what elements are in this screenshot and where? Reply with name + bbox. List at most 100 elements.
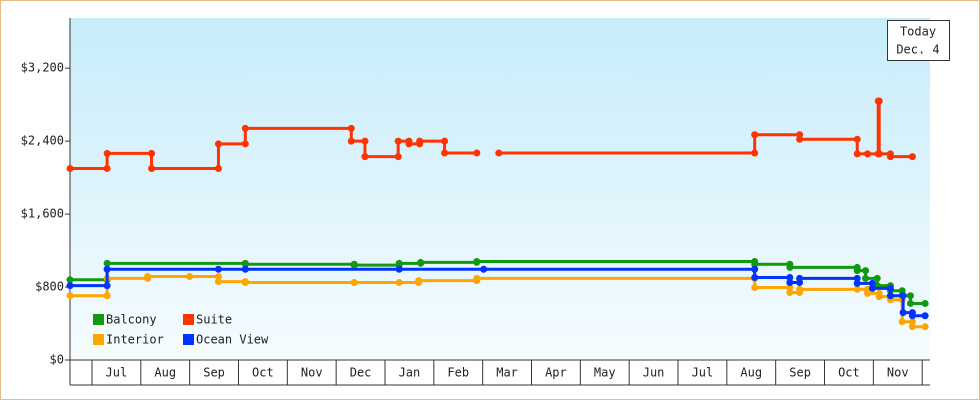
price-point [796, 285, 804, 293]
price-point [853, 285, 861, 293]
price-point [241, 260, 249, 268]
price-point [921, 323, 929, 331]
price-point [361, 153, 369, 161]
x-tick-label: Jul [692, 366, 714, 380]
price-point [751, 283, 759, 291]
x-tick-label: Apr [545, 366, 567, 380]
price-point [751, 131, 759, 139]
price-point [66, 164, 74, 172]
price-point [875, 150, 883, 158]
x-tick-label: Jul [106, 366, 128, 380]
x-tick-label: Dec [350, 366, 372, 380]
price-point [347, 137, 355, 145]
y-tick-label: $2,400 [21, 134, 64, 148]
price-point [786, 289, 794, 297]
y-tick-label: $800 [35, 280, 64, 294]
price-point [66, 282, 74, 290]
price-point [495, 149, 503, 157]
price-point [103, 149, 111, 157]
x-tick-label: Nov [301, 366, 323, 380]
price-point [66, 292, 74, 300]
price-point [473, 274, 481, 282]
price-point [908, 153, 916, 161]
x-tick-label: Nov [887, 366, 909, 380]
price-point [415, 277, 423, 285]
price-point [394, 137, 402, 145]
legend-label: Ocean View [196, 333, 269, 347]
legend-label: Suite [196, 313, 232, 327]
x-tick-label: Mar [496, 366, 518, 380]
price-point [395, 259, 403, 267]
price-point [908, 312, 916, 320]
price-point [899, 309, 907, 317]
price-point [395, 265, 403, 273]
price-point [863, 150, 871, 158]
plot-area [70, 18, 930, 360]
price-point [921, 299, 929, 307]
price-point [103, 265, 111, 273]
legend-label: Interior [106, 333, 164, 347]
price-point [908, 323, 916, 331]
annotation-box [887, 20, 950, 61]
y-tick-label: $0 [50, 353, 64, 367]
price-point [796, 274, 804, 282]
x-tick-label: Feb [447, 366, 469, 380]
price-point [886, 292, 894, 300]
price-point [898, 318, 906, 326]
price-point [241, 265, 249, 273]
price-point [405, 140, 413, 148]
x-tick-label: Sep [203, 366, 225, 380]
price-point [868, 284, 876, 292]
price-point [853, 150, 861, 158]
price-point [103, 259, 111, 267]
price-point [886, 153, 894, 161]
legend-swatch [93, 334, 104, 345]
price-point [241, 124, 249, 132]
price-point [144, 273, 152, 281]
price-point [473, 149, 481, 157]
price-point [874, 97, 882, 105]
price-point [796, 135, 804, 143]
price-point [417, 258, 425, 266]
price-point [214, 265, 222, 273]
x-tick-label: Oct [838, 366, 860, 380]
price-point [350, 261, 358, 269]
price-point [473, 258, 481, 266]
price-point [241, 278, 249, 286]
annotation: Today [900, 25, 936, 39]
price-point [786, 278, 794, 286]
x-tick-label: Oct [252, 366, 274, 380]
legend-swatch [183, 334, 194, 345]
x-tick-label: Sep [789, 366, 811, 380]
legend-label: Balcony [106, 313, 157, 327]
price-point [441, 149, 449, 157]
price-point [921, 312, 929, 320]
y-tick-label: $1,600 [21, 207, 64, 221]
price-point [906, 299, 914, 307]
x-tick-label: May [594, 366, 616, 380]
price-point [853, 279, 861, 287]
x-tick-label: Aug [740, 366, 762, 380]
price-point [148, 164, 156, 172]
price-point [751, 260, 759, 268]
price-point [480, 265, 488, 273]
price-point [751, 273, 759, 281]
price-point [863, 289, 871, 297]
price-point [214, 140, 222, 148]
legend-swatch [93, 314, 104, 325]
price-point [186, 273, 194, 281]
price-point [416, 137, 424, 145]
x-tick-label: Jun [643, 366, 665, 380]
annotation: Dec. 4 [896, 43, 939, 57]
x-tick-label: Aug [154, 366, 176, 380]
x-tick-label: Jan [399, 366, 421, 380]
price-point [862, 274, 870, 282]
price-point [853, 267, 861, 275]
legend-swatch [183, 314, 194, 325]
price-point [214, 278, 222, 286]
price-point [350, 278, 358, 286]
y-tick-label: $3,200 [21, 61, 64, 75]
price-point [786, 263, 794, 271]
price-point [66, 276, 74, 284]
